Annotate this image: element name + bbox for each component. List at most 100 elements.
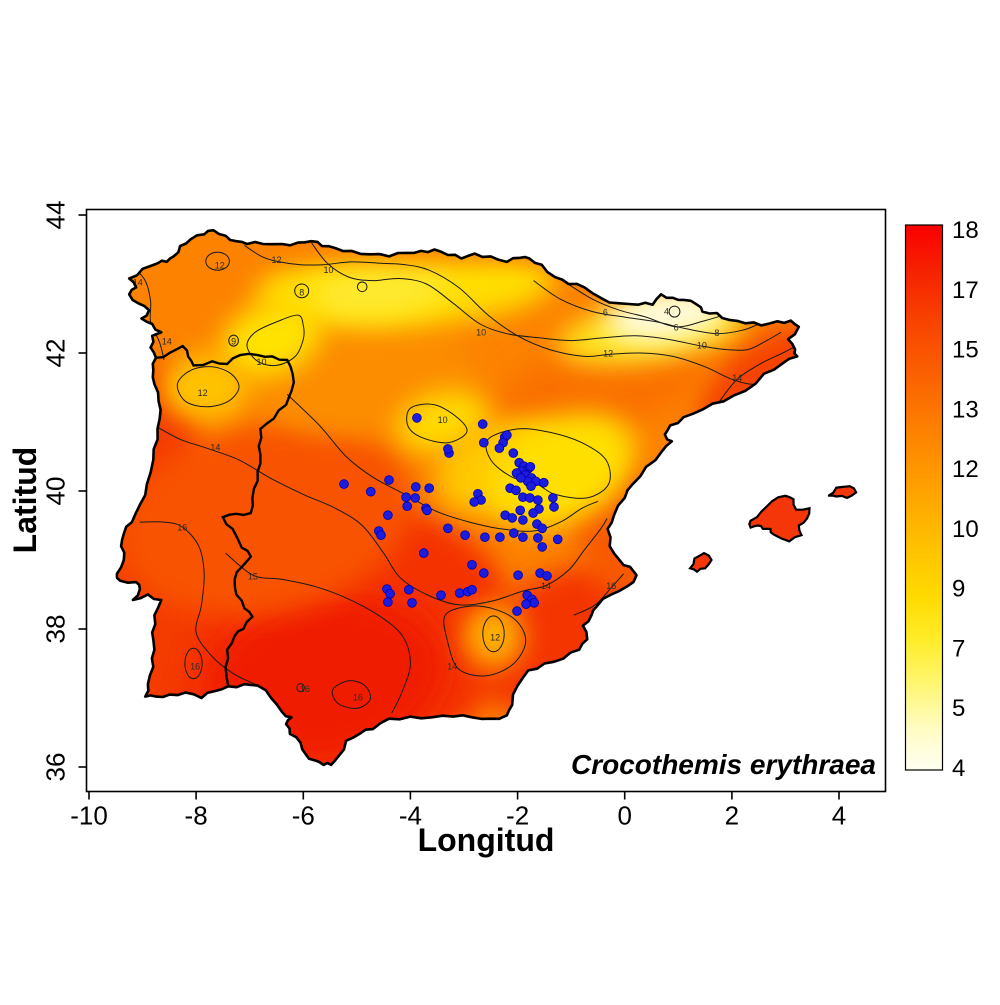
occurrence-point (515, 505, 525, 516)
contour-line (406, 403, 468, 444)
contour-line (246, 314, 305, 367)
colorbar-gradient (904, 224, 944, 771)
occurrence-points (339, 413, 563, 616)
occurrence-point (512, 606, 522, 616)
contour-line (244, 244, 798, 385)
contour-label: 15 (248, 572, 258, 582)
contour-line (228, 334, 239, 347)
contour-label: 9 (231, 336, 236, 346)
contour-label: 14 (447, 661, 457, 671)
contour-line (225, 552, 411, 714)
occurrence-point (537, 542, 547, 552)
y-tick-label: 40 (41, 477, 71, 506)
colorbar-tick-label: 13 (952, 396, 979, 423)
x-tick-label: 0 (617, 801, 631, 831)
occurrence-point (467, 584, 477, 595)
colorbar-tick-label: 18 (952, 217, 979, 244)
contour-line (573, 573, 624, 616)
occurrence-point (469, 497, 480, 507)
occurrence-point (478, 437, 489, 448)
colorbar-tick-label: 10 (952, 516, 979, 543)
y-tick-label: 36 (41, 753, 71, 782)
contour-label: 8 (299, 287, 304, 297)
occurrence-point (518, 532, 528, 542)
contour-line (443, 605, 527, 677)
contour-label: 6 (674, 323, 679, 333)
contour-label: 8 (714, 328, 719, 338)
contour-line (296, 683, 305, 693)
contour-line (668, 305, 681, 318)
occurrence-point (477, 419, 488, 429)
y-tick-label: 42 (41, 339, 71, 368)
contour-line (482, 615, 505, 653)
occurrence-point (508, 528, 519, 538)
contour-line (331, 680, 372, 709)
colorbar-tick-label: 15 (952, 337, 979, 364)
occurrence-point (525, 493, 535, 503)
occurrence-point (412, 413, 422, 423)
contour-label: 16 (190, 661, 200, 671)
contour-label: 16 (177, 523, 187, 533)
contour-label: 14 (732, 373, 742, 383)
occurrence-point (507, 513, 518, 523)
contour-label: 10 (476, 327, 486, 337)
occurrence-point (480, 532, 490, 542)
occurrence-point (383, 597, 393, 607)
coastline (115, 228, 801, 767)
contour-label: 14 (541, 581, 551, 591)
occurrence-point (502, 430, 512, 440)
contour-line (176, 366, 240, 408)
colorbar-tick-label: 5 (952, 695, 965, 722)
contour-line (139, 521, 256, 685)
contour-line (565, 282, 724, 328)
colorbar-tick-label: 12 (952, 456, 979, 483)
colorbar-tick-label: 17 (952, 277, 979, 304)
occurrence-point (549, 502, 559, 512)
occurrence-point (542, 571, 552, 581)
contour-label: 12 (490, 632, 500, 642)
country-border (155, 344, 296, 687)
occurrence-point (410, 482, 421, 492)
contour-label: 10 (438, 415, 448, 425)
occurrence-point (339, 479, 349, 489)
occurrence-point (383, 510, 393, 521)
contour-labels: 1212101010866481214141091214141516161616… (133, 255, 783, 703)
contour-line (485, 428, 611, 499)
y-tick-label: 44 (41, 201, 71, 230)
occurrence-point (552, 534, 563, 545)
occurrence-point (495, 532, 505, 542)
balearic-islands (688, 485, 858, 574)
x-tick-label: -6 (292, 801, 315, 831)
occurrence-point (533, 533, 543, 543)
occurrence-point (525, 461, 536, 472)
occurrence-point (376, 530, 386, 540)
x-tick-label: -2 (506, 801, 529, 831)
occurrence-point (537, 523, 547, 534)
occurrence-point (418, 548, 429, 558)
contour-line (533, 280, 759, 335)
occurrence-point (538, 477, 549, 488)
contour-label: 14 (210, 443, 220, 453)
occurrence-point (422, 505, 432, 516)
contour-line (286, 394, 599, 532)
occurrence-point (513, 570, 523, 580)
y-tick-label: 38 (41, 615, 71, 644)
contour-label: 12 (603, 349, 613, 359)
x-tick-label: -10 (70, 801, 108, 831)
occurrence-point (526, 481, 536, 492)
temperature-blob (220, 300, 322, 378)
y-axis-title: Latitud (7, 447, 43, 554)
occurrence-point (533, 495, 543, 505)
contour-line (356, 281, 368, 293)
colorbar-tick-label: 4 (952, 755, 965, 782)
occurrence-point (403, 584, 414, 595)
island-ibiza (688, 551, 713, 574)
occurrence-point (365, 486, 376, 497)
contour-lines (132, 242, 798, 714)
occurrence-point (443, 523, 453, 534)
colorbar-tick-label: 7 (952, 635, 965, 662)
contour-label: 10 (256, 357, 266, 367)
occurrence-point (521, 599, 531, 609)
